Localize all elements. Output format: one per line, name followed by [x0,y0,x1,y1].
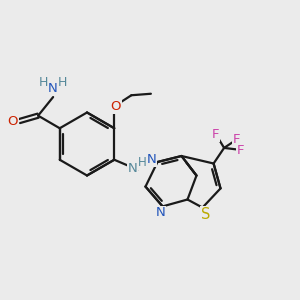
Text: F: F [237,144,244,158]
Text: S: S [201,207,210,222]
Text: H: H [39,76,48,89]
Text: N: N [147,153,156,166]
Text: N: N [48,82,58,95]
Text: F: F [212,128,220,141]
Text: H: H [137,156,146,169]
Text: H: H [58,76,68,89]
Text: N: N [128,162,138,175]
Text: F: F [233,133,241,146]
Text: N: N [155,206,165,220]
Text: O: O [110,100,121,113]
Text: O: O [8,115,18,128]
